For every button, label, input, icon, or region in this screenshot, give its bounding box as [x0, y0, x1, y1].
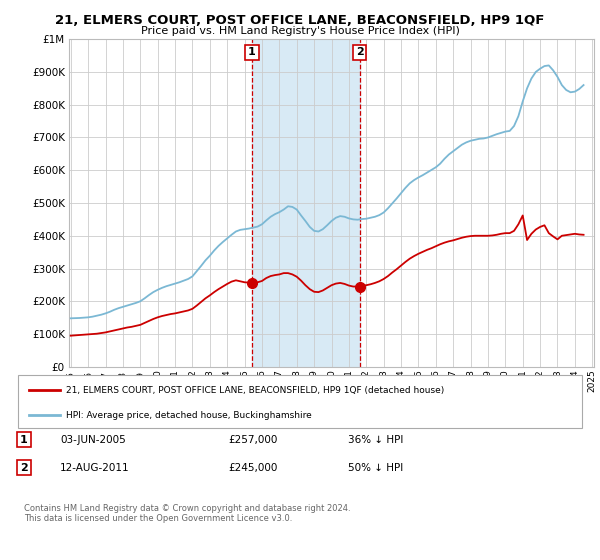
Text: 50% ↓ HPI: 50% ↓ HPI: [348, 463, 403, 473]
Text: HPI: Average price, detached house, Buckinghamshire: HPI: Average price, detached house, Buck…: [66, 410, 311, 419]
FancyBboxPatch shape: [18, 375, 582, 428]
Text: Price paid vs. HM Land Registry's House Price Index (HPI): Price paid vs. HM Land Registry's House …: [140, 26, 460, 36]
Text: 12-AUG-2011: 12-AUG-2011: [60, 463, 130, 473]
Bar: [252, 39, 359, 367]
Text: 21, ELMERS COURT, POST OFFICE LANE, BEACONSFIELD, HP9 1QF: 21, ELMERS COURT, POST OFFICE LANE, BEAC…: [55, 14, 545, 27]
Text: £245,000: £245,000: [228, 463, 277, 473]
Text: 1: 1: [20, 435, 28, 445]
Text: £257,000: £257,000: [228, 435, 277, 445]
Text: 1: 1: [248, 47, 256, 57]
Text: 2: 2: [356, 47, 364, 57]
Text: 36% ↓ HPI: 36% ↓ HPI: [348, 435, 403, 445]
Text: 03-JUN-2005: 03-JUN-2005: [60, 435, 126, 445]
Text: Contains HM Land Registry data © Crown copyright and database right 2024.
This d: Contains HM Land Registry data © Crown c…: [24, 504, 350, 524]
Text: 21, ELMERS COURT, POST OFFICE LANE, BEACONSFIELD, HP9 1QF (detached house): 21, ELMERS COURT, POST OFFICE LANE, BEAC…: [66, 386, 444, 395]
Text: 2: 2: [20, 463, 28, 473]
